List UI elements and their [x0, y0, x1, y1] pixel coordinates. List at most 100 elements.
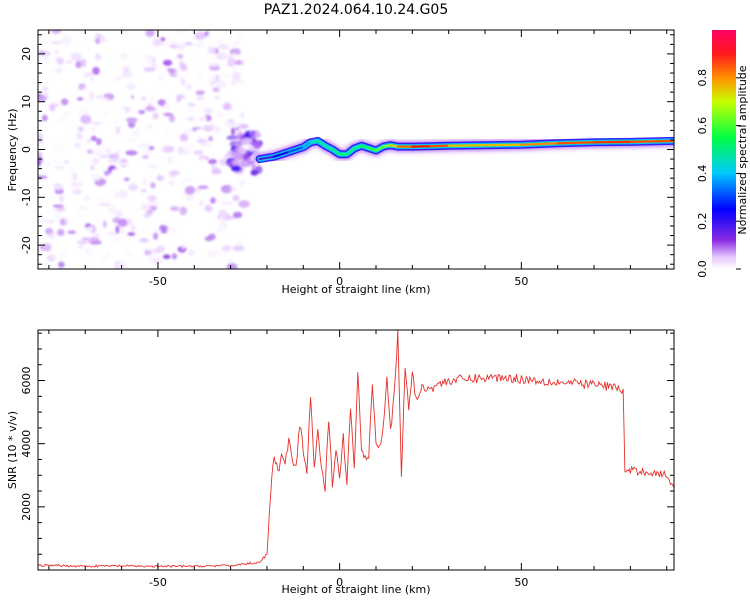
heatmap-cell	[90, 150, 102, 156]
heatmap-cell	[219, 72, 231, 78]
ridge-segment	[483, 143, 523, 147]
heatmap-cell	[147, 163, 159, 169]
heatmap-cell	[162, 59, 173, 66]
heatmap-cell	[238, 123, 249, 129]
heatmap-cell	[115, 125, 121, 135]
ridge-segment	[367, 147, 378, 152]
heatmap-cell	[84, 247, 92, 256]
heatmap-cell	[123, 177, 130, 182]
heatmap-cell	[99, 256, 110, 261]
heatmap-cell	[181, 241, 186, 250]
heatmap-cell	[179, 206, 188, 216]
heatmap-cell	[195, 90, 205, 96]
heatmap-cell	[179, 181, 184, 186]
heatmap-cell	[197, 102, 208, 111]
y-tick-label: 4000	[20, 430, 33, 458]
heatmap-cell	[184, 59, 195, 65]
heatmap-cell	[49, 206, 54, 214]
heatmap-cell	[217, 38, 223, 45]
colorbar-tick-label: 0.2	[696, 212, 709, 230]
heatmap-cell	[236, 32, 246, 40]
heatmap-cell	[138, 45, 144, 53]
heatmap-cell	[205, 194, 217, 198]
heatmap-cell	[149, 243, 157, 248]
heatmap-cell	[198, 199, 204, 207]
ridge-segment	[287, 146, 305, 153]
heatmap-cell	[64, 160, 69, 164]
heatmap-cell	[112, 119, 120, 126]
heatmap-cell	[214, 95, 221, 100]
heatmap-cell	[187, 249, 195, 257]
heatmap-cell	[184, 128, 193, 135]
y-tick-label: 2000	[20, 493, 33, 521]
heatmap-cell	[184, 42, 193, 46]
heatmap-cell	[142, 198, 147, 206]
heatmap-cell	[229, 187, 237, 191]
heatmap-cell	[85, 226, 94, 232]
heatmap-cell	[224, 85, 232, 90]
heatmap-cell	[143, 54, 154, 59]
heatmap-cell	[195, 96, 205, 101]
heatmap-cell	[49, 104, 56, 112]
heatmap-cell	[189, 106, 194, 113]
y-tick-label: 0	[20, 146, 33, 153]
snr-ticks: -50 0 50 2000 4000 6000	[20, 330, 674, 589]
heatmap-cell	[185, 70, 189, 77]
heatmap-cell	[252, 140, 262, 149]
heatmap-cell	[118, 189, 128, 199]
heatmap-cell	[114, 150, 120, 155]
heatmap-cell	[233, 113, 242, 119]
heatmap-cell	[170, 206, 180, 212]
heatmap-cell	[38, 95, 47, 102]
heatmap-cell	[238, 200, 250, 208]
heatmap-cell	[183, 143, 194, 152]
heatmap-cell	[42, 86, 49, 91]
x-tick-label: 0	[336, 275, 343, 288]
heatmap-cell	[161, 155, 166, 161]
heatmap-cell	[192, 117, 199, 127]
heatmap-cell	[150, 218, 161, 222]
heatmap-cell	[196, 128, 204, 138]
x-tick-label: 0	[336, 576, 343, 589]
heatmap-cell	[203, 108, 213, 114]
heatmap-cell	[86, 149, 93, 154]
heatmap-cell	[197, 185, 209, 190]
heatmap-cell	[165, 129, 178, 134]
heatmap-cell	[231, 165, 242, 172]
colorbar-label: Normalized spectral amplitude	[736, 65, 749, 234]
snr-x-axis-label: Height of straight line (km)	[281, 583, 430, 596]
heatmap-cell	[95, 95, 104, 99]
heatmap-cell	[99, 68, 109, 78]
heatmap-cell	[211, 187, 220, 192]
heatmap-cell	[233, 140, 243, 148]
heatmap-cell	[169, 180, 174, 186]
heatmap-cell	[42, 114, 48, 122]
heatmap-cell	[133, 34, 140, 38]
heatmap-cell	[146, 247, 153, 251]
heatmap-cell	[215, 79, 227, 89]
heatmap-cell	[91, 121, 103, 125]
colorbar-tick-label: 0.8	[696, 69, 709, 87]
heatmap-cell	[203, 143, 212, 148]
heatmap-cell	[115, 225, 120, 234]
heatmap-cell	[232, 245, 245, 252]
heatmap-cell	[141, 154, 149, 160]
heatmap-cell	[146, 124, 154, 130]
heatmap-cell	[204, 204, 213, 213]
heatmap-cell	[207, 46, 216, 55]
heatmap-cell	[70, 52, 82, 61]
heatmap-cell	[148, 253, 155, 263]
heatmap-cell	[232, 195, 240, 202]
heatmap-cell	[99, 119, 110, 124]
heatmap-cell	[86, 138, 91, 143]
heatmap-cell	[45, 55, 50, 64]
heatmap-cell	[76, 132, 84, 140]
heatmap-cell	[107, 231, 117, 236]
heatmap-cell	[125, 150, 138, 156]
heatmap-cell	[202, 124, 214, 132]
heatmap-cell	[43, 242, 52, 252]
heatmap-cell	[143, 67, 156, 72]
heatmap-cell	[133, 129, 140, 138]
heatmap-cell	[61, 35, 72, 45]
heatmap-cell	[91, 126, 97, 133]
